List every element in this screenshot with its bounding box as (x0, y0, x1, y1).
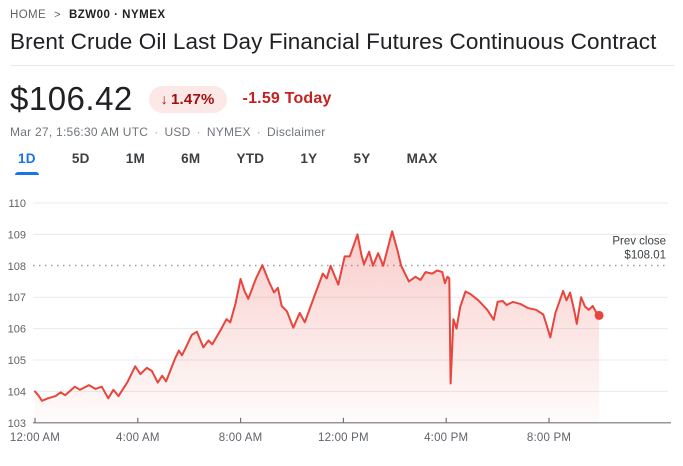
tab-label: MAX (406, 151, 438, 166)
disclaimer-link[interactable]: Disclaimer (267, 125, 326, 139)
tab-5d[interactable]: 5D (72, 151, 90, 175)
x-tick-label: 12:00 PM (318, 432, 369, 444)
prev-close-label: Prev close (612, 235, 666, 247)
tab-6m[interactable]: 6M (181, 151, 200, 175)
tab-5y[interactable]: 5Y (353, 151, 370, 175)
y-tick-label: 106 (8, 324, 26, 336)
x-tick-label: 8:00 PM (527, 432, 571, 444)
breadcrumb-home-link[interactable]: HOME (10, 9, 47, 21)
x-tick-label: 12:00 AM (10, 432, 60, 444)
x-tick-label: 4:00 AM (116, 432, 160, 444)
last-price-dot (594, 310, 604, 320)
tab-label: 5Y (353, 151, 371, 166)
quote-meta-line: Mar 27, 1:56:30 AM UTC · USD · NYMEX · Disclai… (10, 125, 683, 139)
arrow-down-icon: ↓ (160, 91, 168, 107)
chart-svg: 110 109 108 107 106 105 104 103 12:00 AM 4:00 AM 8… (8, 198, 671, 444)
range-tabs: 1D 5D 1M 6M YTD 1Y 5Y MAX (10, 151, 683, 175)
tab-label: 1D (18, 151, 36, 166)
meta-item: NYMEX (206, 125, 251, 139)
y-tick-label: 107 (8, 292, 26, 304)
meta-item: Mar 27, 1:56:30 AM UTC (10, 125, 149, 139)
chevron-right-icon: > (54, 9, 61, 21)
header-divider (10, 65, 675, 66)
dot-separator: · (196, 125, 201, 139)
tab-label: 1Y (300, 151, 318, 166)
dot-separator: · (256, 125, 262, 139)
tab-label: 6M (181, 151, 201, 166)
current-price: $106.42 (10, 80, 133, 117)
dot-separator: · (154, 125, 159, 139)
y-tick-label: 109 (8, 229, 26, 241)
breadcrumb-symbol: BZW00 · NYMEX (68, 9, 166, 21)
price-row: $106.42 ↓ 1.47% -1.59 Today (10, 80, 683, 118)
x-tick-label: 8:00 AM (219, 432, 263, 444)
change-amount: -1.59 Today (242, 90, 332, 107)
y-tick-label: 108 (8, 261, 26, 273)
area-fill (35, 231, 600, 423)
y-tick-label: 110 (8, 198, 26, 210)
tab-label: YTD (236, 151, 265, 166)
tab-1y[interactable]: 1Y (300, 151, 317, 175)
price-chart[interactable]: 110 109 108 107 106 105 104 103 12:00 AM 4:00 AM 8… (0, 191, 683, 458)
y-tick-label: 103 (8, 418, 26, 430)
meta-item: USD (164, 125, 191, 139)
tab-1m[interactable]: 1M (126, 151, 145, 175)
tab-label: 5D (71, 151, 90, 166)
tab-max[interactable]: MAX (407, 151, 438, 175)
prev-close-label: $108.01 (624, 249, 666, 261)
price-line (34, 230, 601, 402)
tab-label: 1M (125, 151, 146, 166)
active-tab-underline (15, 172, 39, 175)
change-percent-badge: ↓ 1.47% (148, 85, 227, 113)
tab-1d[interactable]: 1D (15, 151, 39, 175)
quote-page: HOME > BZW00 · NYMEX Brent Crude Oil Las… (0, 0, 683, 175)
y-tick-label: 104 (8, 386, 26, 398)
tab-ytd[interactable]: YTD (236, 151, 264, 175)
page-title: Brent Crude Oil Last Day Financial Futur… (10, 29, 657, 54)
change-percent-value: 1.47% (171, 90, 215, 108)
x-tick-label: 4:00 PM (424, 432, 468, 444)
y-tick-label: 105 (8, 355, 26, 367)
breadcrumb: HOME > BZW00 · NYMEX (10, 0, 683, 21)
